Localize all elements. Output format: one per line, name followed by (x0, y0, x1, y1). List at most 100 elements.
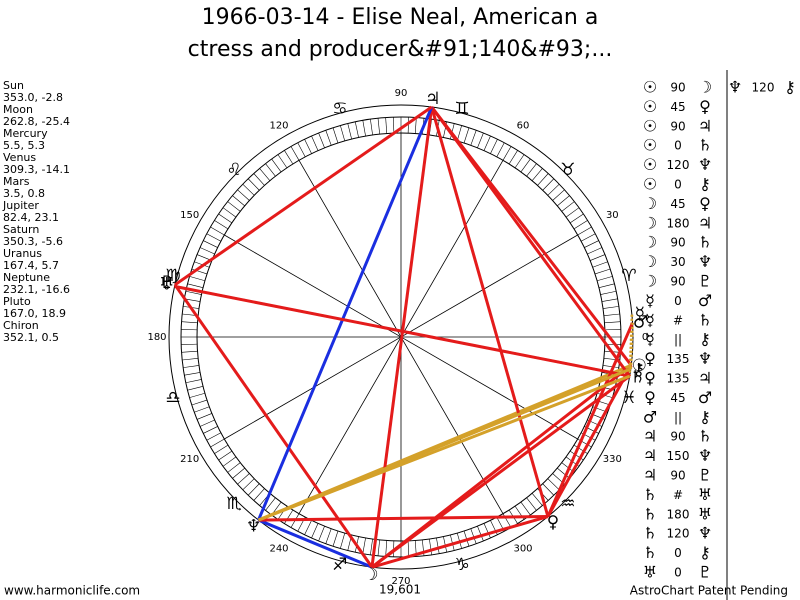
aspect-glyph: ☉ (643, 97, 657, 116)
aspect-glyph: ♆ (728, 78, 742, 97)
aspect-glyph: ♄ (698, 427, 712, 446)
degree-tick (601, 298, 618, 302)
aspect-line (257, 367, 632, 522)
sign-glyph: ♒ (560, 494, 575, 514)
degree-tick (242, 478, 255, 491)
degree-tick (227, 201, 241, 212)
planet-position: 352.1, 0.5 (3, 331, 59, 344)
degree-tick (181, 321, 198, 324)
aspect-glyph: ☿ (645, 310, 655, 329)
degree-tick (181, 350, 198, 353)
degree-tick (206, 233, 222, 242)
degree-tick (483, 135, 491, 151)
sign-glyph: ♏ (226, 494, 241, 514)
aspect-glyph: ♄ (698, 136, 712, 155)
planet-glyph: ☿ (635, 304, 645, 324)
footer-link[interactable]: www.harmoniclife.com (4, 584, 140, 598)
degree-tick (490, 139, 498, 154)
degree-tick (531, 493, 543, 506)
title-line: ctress and producer&#91;140&#93;... (188, 37, 613, 62)
footer-note: AstroChart Patent Pending (630, 584, 788, 598)
sign-glyph: ♉ (560, 160, 575, 180)
degree-tick (587, 247, 603, 255)
degree-tick (232, 467, 245, 479)
sign-glyph: ♌ (226, 160, 241, 180)
degree-tick (222, 207, 237, 218)
aspect-glyph: ♅ (698, 485, 712, 504)
aspect-angle: 45 (670, 197, 685, 211)
degree-tick (237, 473, 250, 485)
degree-tick (602, 306, 619, 309)
aspect-glyph: ☽ (643, 272, 657, 291)
aspect-line (174, 105, 433, 287)
aspect-glyph: ♂ (643, 407, 657, 426)
planet-name: Jupiter (2, 199, 39, 212)
aspect-glyph: ⚷ (699, 407, 711, 426)
aspect-glyph: ♃ (698, 116, 712, 135)
aspect-angle: 90 (670, 430, 685, 444)
degree-tick (196, 413, 212, 420)
degree-tick (584, 240, 599, 248)
degree-tick (284, 509, 294, 524)
degree-tick (184, 298, 201, 302)
planet-glyph: ♃ (425, 89, 440, 109)
degree-tick (443, 536, 448, 553)
degree-tick (194, 406, 210, 413)
aspect-glyph: ♇ (698, 466, 712, 485)
degree-tick (199, 247, 215, 255)
harmonic-number: 19,601 (379, 583, 421, 597)
degree-tick (347, 123, 352, 140)
planet-name: Saturn (3, 223, 39, 236)
aspect-glyph: ♄ (643, 524, 657, 543)
aspect-glyph: ♆ (698, 349, 712, 368)
aspect-glyph: ☽ (643, 194, 657, 213)
degree-tick (385, 117, 388, 134)
planet-name: Uranus (3, 247, 42, 260)
degree-tick (377, 539, 380, 556)
aspect-line (174, 284, 630, 378)
title-line: 1966-03-14 - Elise Neal, American a (202, 5, 599, 30)
degree-label: 210 (180, 454, 199, 465)
aspect-glyph: ♂ (698, 291, 712, 310)
degree-tick (565, 207, 580, 218)
degree-tick (362, 537, 366, 554)
planet-name: Venus (3, 151, 36, 164)
degree-tick (340, 533, 346, 549)
degree-tick (385, 540, 388, 557)
aspect-glyph: ♅ (643, 563, 657, 582)
planet-glyph: ♂ (633, 312, 648, 332)
aspect-glyph: ♀ (644, 349, 656, 368)
degree-tick (414, 117, 417, 134)
aspect-line (546, 364, 633, 518)
aspect-glyph: ♄ (643, 543, 657, 562)
degree-tick (222, 456, 237, 467)
aspect-glyph: ♃ (698, 213, 712, 232)
aspect-line (430, 106, 550, 517)
degree-tick (218, 213, 233, 224)
degree-tick (325, 130, 332, 146)
aspect-angle: 45 (670, 391, 685, 405)
planet-name: Mars (3, 175, 30, 188)
degree-tick (182, 358, 199, 361)
degree-label: 120 (269, 121, 288, 132)
degree-tick (210, 438, 225, 448)
aspect-glyph: ⚷ (699, 330, 711, 349)
degree-tick (470, 528, 477, 544)
degree-label: 90 (395, 88, 408, 99)
degree-tick (377, 118, 380, 135)
degree-label: 30 (606, 210, 619, 221)
aspect-glyph: ♃ (698, 369, 712, 388)
degree-tick (520, 501, 531, 516)
sign-glyph: ♊ (454, 99, 469, 119)
degree-tick (227, 462, 241, 473)
aspect-glyph: ☉ (643, 136, 657, 155)
planet-position: 353.0, -2.8 (3, 91, 63, 104)
degree-tick (297, 142, 306, 158)
aspect-angle: 90 (670, 119, 685, 133)
degree-tick (552, 189, 565, 201)
aspect-glyph: ☉ (643, 78, 657, 97)
degree-tick (604, 329, 621, 331)
degree-tick (203, 240, 218, 248)
sign-glyph: ♍ (165, 266, 180, 286)
aspect-angle: 135 (667, 372, 690, 386)
